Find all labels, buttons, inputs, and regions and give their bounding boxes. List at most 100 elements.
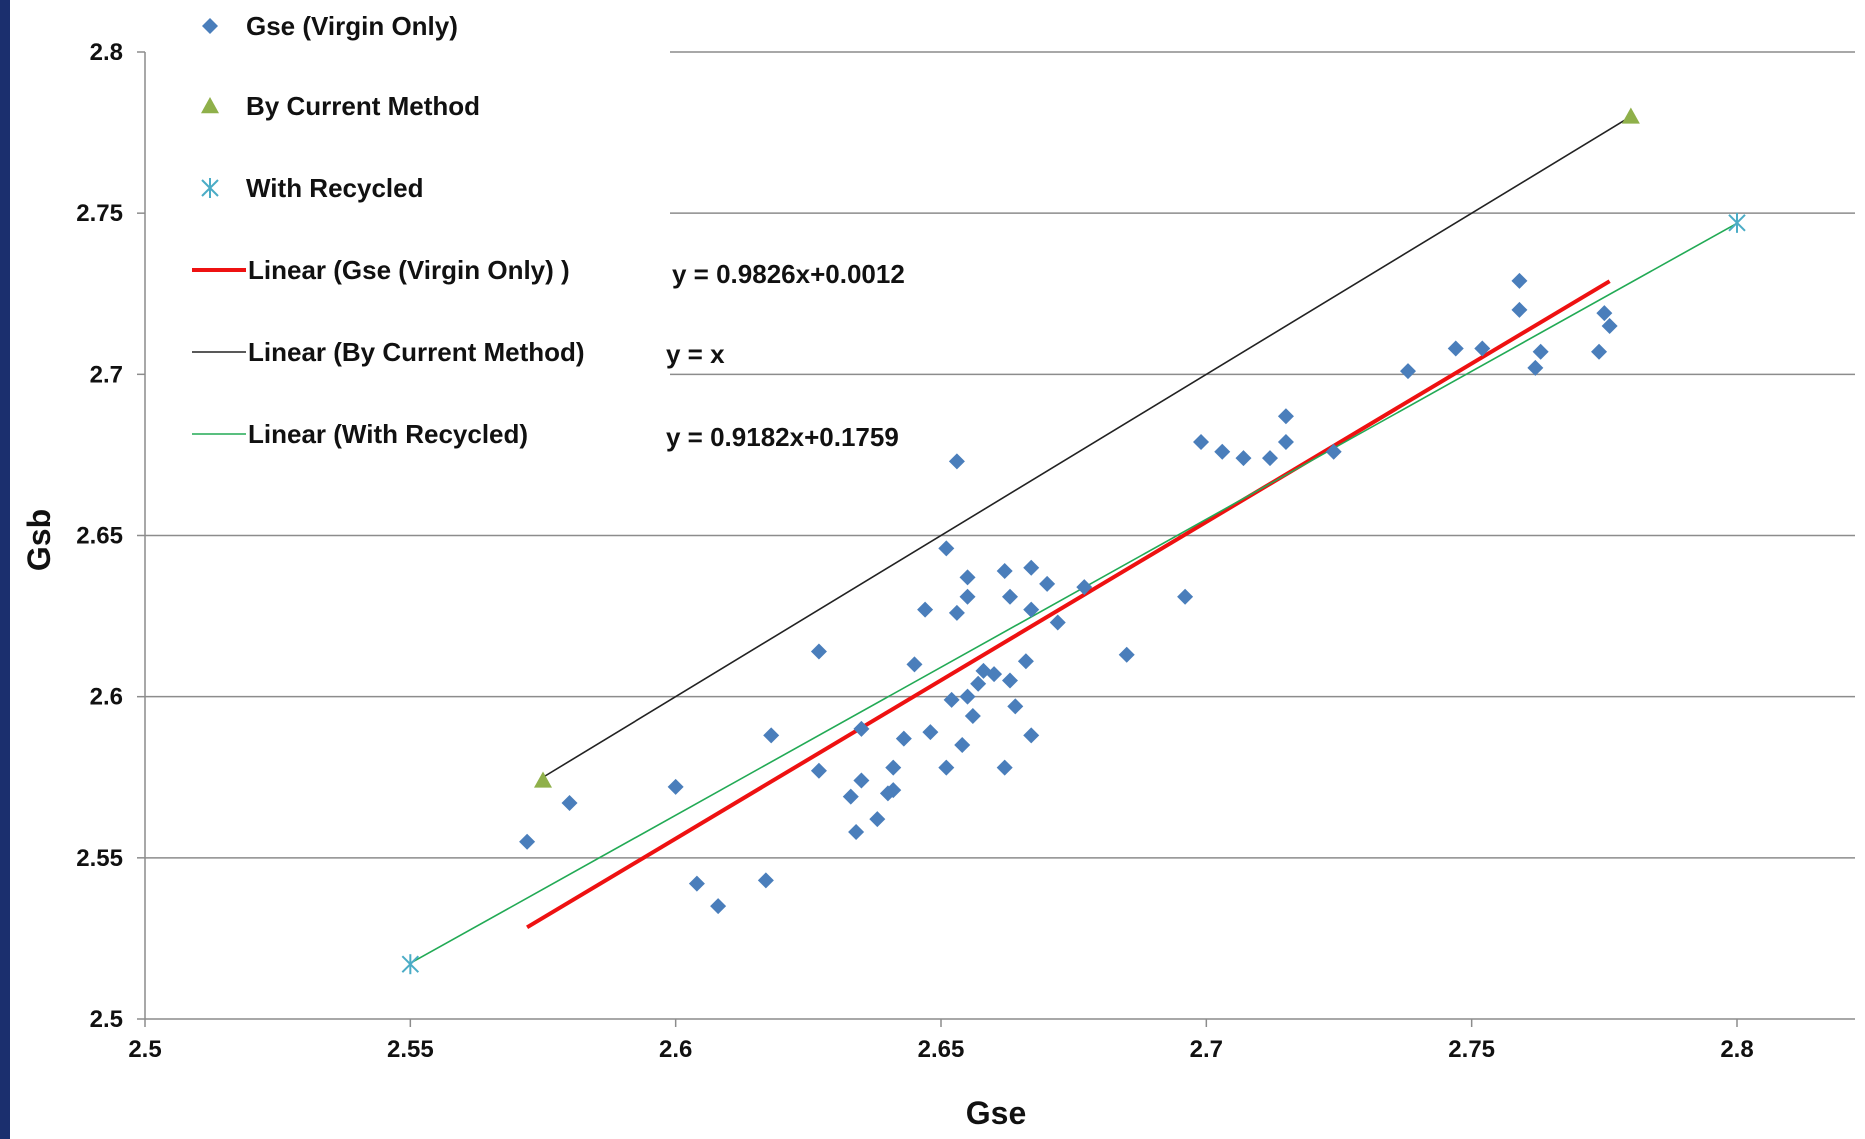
axes: 2.5 2.55 2.6 2.65 2.7 2.75 2.8 2.5 2.55 2.6 2.65 2.… <box>76 39 1855 1063</box>
x-tick-label: 2.65 <box>918 1036 965 1063</box>
data-point <box>810 762 827 779</box>
x-tick-label: 2.5 <box>128 1036 161 1063</box>
data-point <box>853 720 870 737</box>
data-point <box>869 811 886 828</box>
data-point <box>996 562 1013 579</box>
data-point <box>842 788 859 805</box>
data-point <box>688 875 705 892</box>
x-tick-label: 2.55 <box>387 1036 434 1063</box>
data-point <box>1023 559 1040 576</box>
legend-label: Gse (Virgin Only) <box>246 11 458 41</box>
data-point <box>1511 272 1528 289</box>
trendline-equation: y = 0.9182x+0.1759 <box>666 422 899 452</box>
y-tick-label: 2.75 <box>76 200 123 227</box>
data-point <box>1001 672 1018 689</box>
data-point <box>964 708 981 725</box>
y-tick-label: 2.5 <box>90 1006 123 1033</box>
data-point <box>1591 343 1608 360</box>
data-point <box>1049 614 1066 631</box>
data-points <box>401 107 1746 975</box>
data-point <box>895 730 912 747</box>
data-point <box>1511 301 1528 318</box>
data-point <box>885 759 902 776</box>
data-point <box>1023 727 1040 744</box>
x-tick-label: 2.8 <box>1720 1036 1753 1063</box>
data-point <box>922 724 939 741</box>
data-point <box>1076 579 1093 596</box>
data-point <box>1527 359 1544 376</box>
y-tick-label: 2.7 <box>90 361 123 388</box>
data-point <box>1023 601 1040 618</box>
data-point <box>710 898 727 915</box>
gridlines <box>145 51 1855 859</box>
legend-label: Linear (With Recycled) <box>248 419 528 449</box>
data-point <box>938 540 955 557</box>
trendlines <box>409 115 1738 964</box>
x-tick-label: 2.6 <box>659 1036 692 1063</box>
data-point <box>848 824 865 841</box>
trendline-equation: y = x <box>666 339 725 369</box>
data-point <box>757 872 774 889</box>
data-point <box>1277 408 1294 425</box>
trendline-equations: y = 0.9826x+0.0012 y = x y = 0.9182x+0.175… <box>666 259 905 452</box>
data-point <box>959 588 976 605</box>
legend: Gse (Virgin Only) By Current Method With R… <box>192 11 585 449</box>
y-axis-title: Gsb <box>21 509 57 571</box>
data-point <box>1235 450 1252 467</box>
trendline-equation: y = 0.9826x+0.0012 <box>672 259 905 289</box>
data-point <box>1177 588 1194 605</box>
data-point <box>853 772 870 789</box>
data-point <box>763 727 780 744</box>
data-point <box>970 675 987 692</box>
data-point <box>401 954 420 975</box>
data-point <box>667 778 684 795</box>
y-tick-label: 2.8 <box>90 39 123 66</box>
data-point <box>1596 305 1613 322</box>
data-point <box>1621 107 1640 124</box>
chart-frame: 2.5 2.55 2.6 2.65 2.7 2.75 2.8 2.5 2.55 2.6 2.65 2.… <box>10 0 1865 1139</box>
data-point <box>1728 212 1746 233</box>
data-point <box>1277 434 1294 451</box>
data-point <box>1214 443 1231 460</box>
data-point <box>906 656 923 673</box>
data-point <box>534 771 552 788</box>
data-point <box>810 643 827 660</box>
data-point <box>1447 340 1464 357</box>
data-point <box>948 453 965 470</box>
data-point <box>201 178 219 198</box>
y-tick-label: 2.6 <box>90 684 123 711</box>
data-point <box>1007 698 1024 715</box>
data-point <box>938 759 955 776</box>
data-point <box>885 782 902 799</box>
x-axis-title: Gse <box>966 1095 1026 1131</box>
data-point <box>1262 450 1279 467</box>
x-tick-label: 2.75 <box>1448 1036 1495 1063</box>
data-point <box>954 737 971 754</box>
data-point <box>1193 434 1210 451</box>
data-point <box>1039 575 1056 592</box>
data-point <box>1118 646 1135 663</box>
data-point <box>201 97 219 114</box>
data-point <box>1001 588 1018 605</box>
trendline <box>526 279 1611 930</box>
data-point <box>1532 343 1549 360</box>
data-point <box>1474 340 1491 357</box>
data-point <box>986 666 1003 683</box>
y-tick-label: 2.65 <box>76 523 123 550</box>
legend-label: Linear (By Current Method) <box>248 337 585 367</box>
data-point <box>1601 317 1618 334</box>
data-point <box>519 833 536 850</box>
trendline <box>542 115 1632 778</box>
x-tick-label: 2.7 <box>1190 1036 1223 1063</box>
trendline <box>409 222 1738 964</box>
data-point <box>1325 443 1342 460</box>
data-point <box>1399 363 1416 380</box>
scatter-chart: 2.5 2.55 2.6 2.65 2.7 2.75 2.8 2.5 2.55 2.6 2.65 2.… <box>21 11 1855 1131</box>
data-point <box>202 18 218 34</box>
legend-label: By Current Method <box>246 91 480 121</box>
data-point <box>943 691 960 708</box>
legend-label: Linear (Gse (Virgin Only) ) <box>248 255 570 285</box>
data-point <box>1017 653 1034 670</box>
data-point <box>959 688 976 705</box>
data-point <box>948 604 965 621</box>
